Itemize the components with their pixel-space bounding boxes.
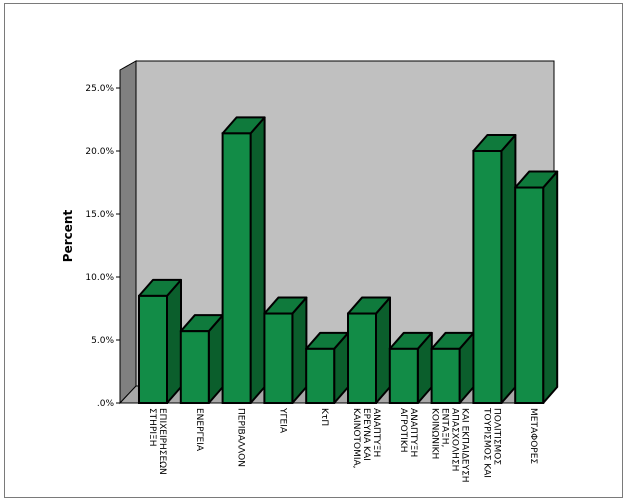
category-label: ΚΑΙΝΟΤΟΜΙΑ,: [351, 408, 361, 469]
bar-side: [500, 134, 517, 404]
bar-front: [305, 347, 336, 405]
bar: [388, 331, 433, 405]
y-tick-label: 15.0%: [85, 210, 114, 220]
category-label: ΚΑΙ ΕΚΠΑΙΔΕΥΣΗ: [460, 408, 470, 483]
bar: [430, 331, 475, 405]
y-axis-label: Percent: [61, 210, 75, 263]
bars: [138, 116, 559, 405]
category-label: ΠΕΡΙΒΑΛΛΟΝ: [236, 408, 246, 467]
bar: [179, 314, 224, 404]
category-label: ΑΝΑΠΤΥΞΗ: [371, 408, 381, 457]
bar: [305, 331, 350, 405]
bar: [347, 296, 391, 405]
bar: [263, 296, 308, 405]
bar: [221, 116, 266, 405]
y-tick-label: 10.0%: [85, 273, 114, 283]
bar-side: [249, 116, 266, 404]
category-label: ΑΝΑΠΤΥΞΗ: [408, 408, 418, 457]
category-label: ΠΟΛΙΤΙΣΜΟΣ: [491, 408, 501, 465]
category-label: ΤΟΥΡΙΣΜΟΣ ΚΑΙ: [481, 407, 491, 478]
category-label: ΑΓΡΟΤΙΚΗ: [398, 408, 408, 453]
category-label: ΣΤΗΡΙΞΗ: [147, 408, 157, 447]
bar-front: [388, 347, 419, 405]
category-label: ΜΕΤΑΦΟΡΕΣ: [528, 408, 538, 464]
category-label: ΕΠΙΧΕΙΡΗΣΕΩΝ: [157, 408, 167, 475]
bar-front: [179, 330, 210, 404]
y-tick-label: .0%: [97, 399, 115, 409]
category-label: ΚτΠ: [319, 408, 329, 426]
bar-side: [375, 296, 391, 404]
category-label: ΚΟΙΝΩΝΙΚΗ: [430, 408, 440, 459]
category-label: ΕΡΕΥΝΑ ΚΑΙ: [361, 408, 371, 461]
y-axis: .0% 5.0% 10.0% 15.0% 20.0% 25.0%: [85, 70, 121, 409]
bar-front: [221, 132, 252, 405]
side-wall: [119, 60, 137, 405]
bar-front: [514, 186, 545, 404]
bar-front: [138, 294, 168, 404]
bar: [472, 134, 517, 404]
bar-side: [291, 296, 308, 404]
y-tick-label: 5.0%: [91, 336, 114, 346]
y-tick-label: 20.0%: [85, 147, 114, 157]
bar: [514, 170, 559, 404]
category-label: ΕΝΕΡΓΕΙΑ: [194, 408, 204, 452]
bar-front: [472, 150, 503, 404]
bar-front: [263, 312, 294, 405]
bar-side: [166, 278, 182, 404]
category-labels: ΣΤΗΡΙΞΗ ΕΠΙΧΕΙΡΗΣΕΩΝ ΕΝΕΡΓΕΙΑ ΠΕΡΙΒΑΛΛΟΝ ΥΓΕ…: [147, 407, 538, 483]
category-label: ΕΝΤΑΞΗ,: [440, 408, 450, 447]
category-label: ΥΓΕΙΑ: [277, 407, 287, 434]
bar-side: [542, 170, 559, 404]
bar-front: [347, 312, 377, 405]
y-tick-label: 25.0%: [85, 84, 114, 94]
bar-front: [430, 347, 461, 405]
category-label: ΑΠΑΣΧΟΛΗΣΗ: [450, 408, 460, 471]
bar: [138, 278, 182, 404]
